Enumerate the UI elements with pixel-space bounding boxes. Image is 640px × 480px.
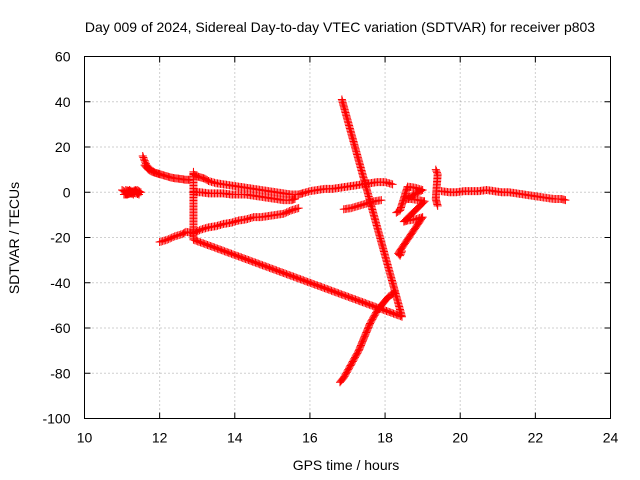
y-tick-label: -100 [42, 411, 70, 427]
data-point [190, 236, 199, 245]
data-point [155, 170, 164, 179]
x-tick-label: 22 [528, 430, 544, 446]
series-track-18h [392, 182, 429, 260]
y-tick-label: -60 [50, 320, 70, 336]
data-point [294, 204, 303, 213]
data-point [433, 201, 442, 210]
chart-title: Day 009 of 2024, Sidereal Day-to-day VTE… [85, 19, 595, 35]
y-axis-title: SDTVAR / TECUs [6, 182, 22, 294]
y-tick-label: 60 [55, 49, 71, 65]
series-track-upper-b [140, 161, 164, 179]
y-tick-label: 40 [55, 94, 71, 110]
data-point [128, 189, 137, 198]
y-tick-label: -80 [50, 365, 70, 381]
data-point [290, 195, 299, 204]
x-axis-title: GPS time / hours [293, 457, 400, 473]
data-point [388, 180, 397, 189]
series-track-lower-rising [155, 204, 303, 247]
data-point [561, 196, 570, 205]
y-tick-label: -20 [50, 230, 70, 246]
data-point [394, 207, 403, 216]
series-cluster-11h [118, 185, 145, 199]
y-tick-label: 0 [63, 184, 71, 200]
data-point [189, 167, 198, 176]
x-axis: 10 12 14 16 18 20 22 24 [77, 56, 619, 446]
series-outliers [189, 95, 406, 321]
grid [84, 56, 611, 419]
x-tick-label: 12 [152, 430, 168, 446]
y-tick-label: 20 [55, 139, 71, 155]
series-track-17h-low [339, 196, 386, 214]
data-point [397, 248, 406, 257]
x-tick-label: 14 [227, 430, 243, 446]
x-tick-label: 18 [377, 430, 393, 446]
x-tick-label: 20 [452, 430, 468, 446]
x-tick-label: 16 [302, 430, 318, 446]
y-tick-label: -40 [50, 275, 70, 291]
series-track-upper-c [189, 170, 307, 199]
data-point [377, 196, 386, 205]
data-point [397, 247, 406, 256]
series-track-main-16-18 [298, 178, 397, 198]
data-point [129, 190, 138, 199]
y-axis: 60 40 20 0 -20 -40 -60 -80 -100 [42, 49, 611, 427]
series-track-steep-rise [335, 287, 399, 387]
x-tick-label: 10 [77, 430, 93, 446]
series-track-19h [431, 165, 442, 210]
series-track-evening [437, 185, 570, 205]
data-points [118, 95, 570, 387]
x-tick-label: 24 [603, 430, 619, 446]
